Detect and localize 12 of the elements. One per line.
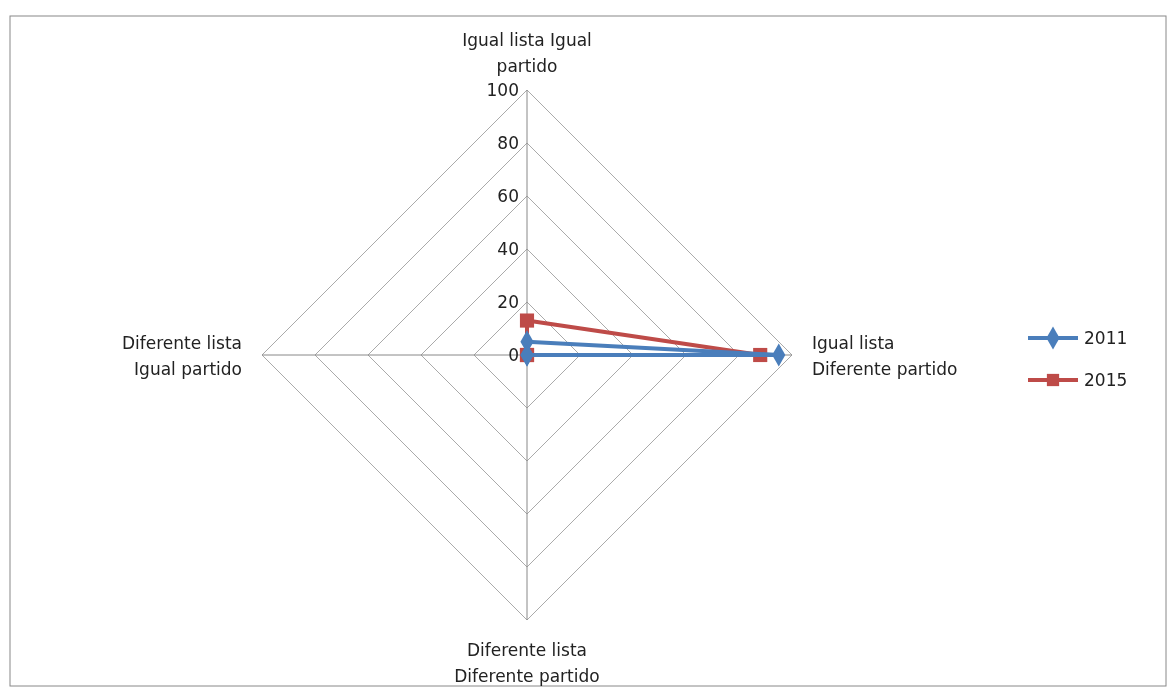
spoke-label: Igual lista Igual partido	[462, 30, 592, 76]
legend-label: 2015	[1084, 370, 1128, 390]
y-tick-label: 20	[497, 292, 519, 312]
y-tick-label: 100	[486, 80, 519, 100]
spoke-label: Diferente lista Diferente partido	[454, 640, 600, 686]
legend-label: 2011	[1084, 328, 1128, 348]
spoke-label: Diferente lista Igual partido	[121, 333, 242, 379]
y-tick-label: 0	[508, 345, 519, 365]
y-tick-label: 80	[497, 133, 519, 153]
y-tick-label: 40	[497, 239, 519, 259]
y-tick-label: 60	[497, 186, 519, 206]
spoke-label: Igual lista Diferente partido	[812, 333, 958, 379]
